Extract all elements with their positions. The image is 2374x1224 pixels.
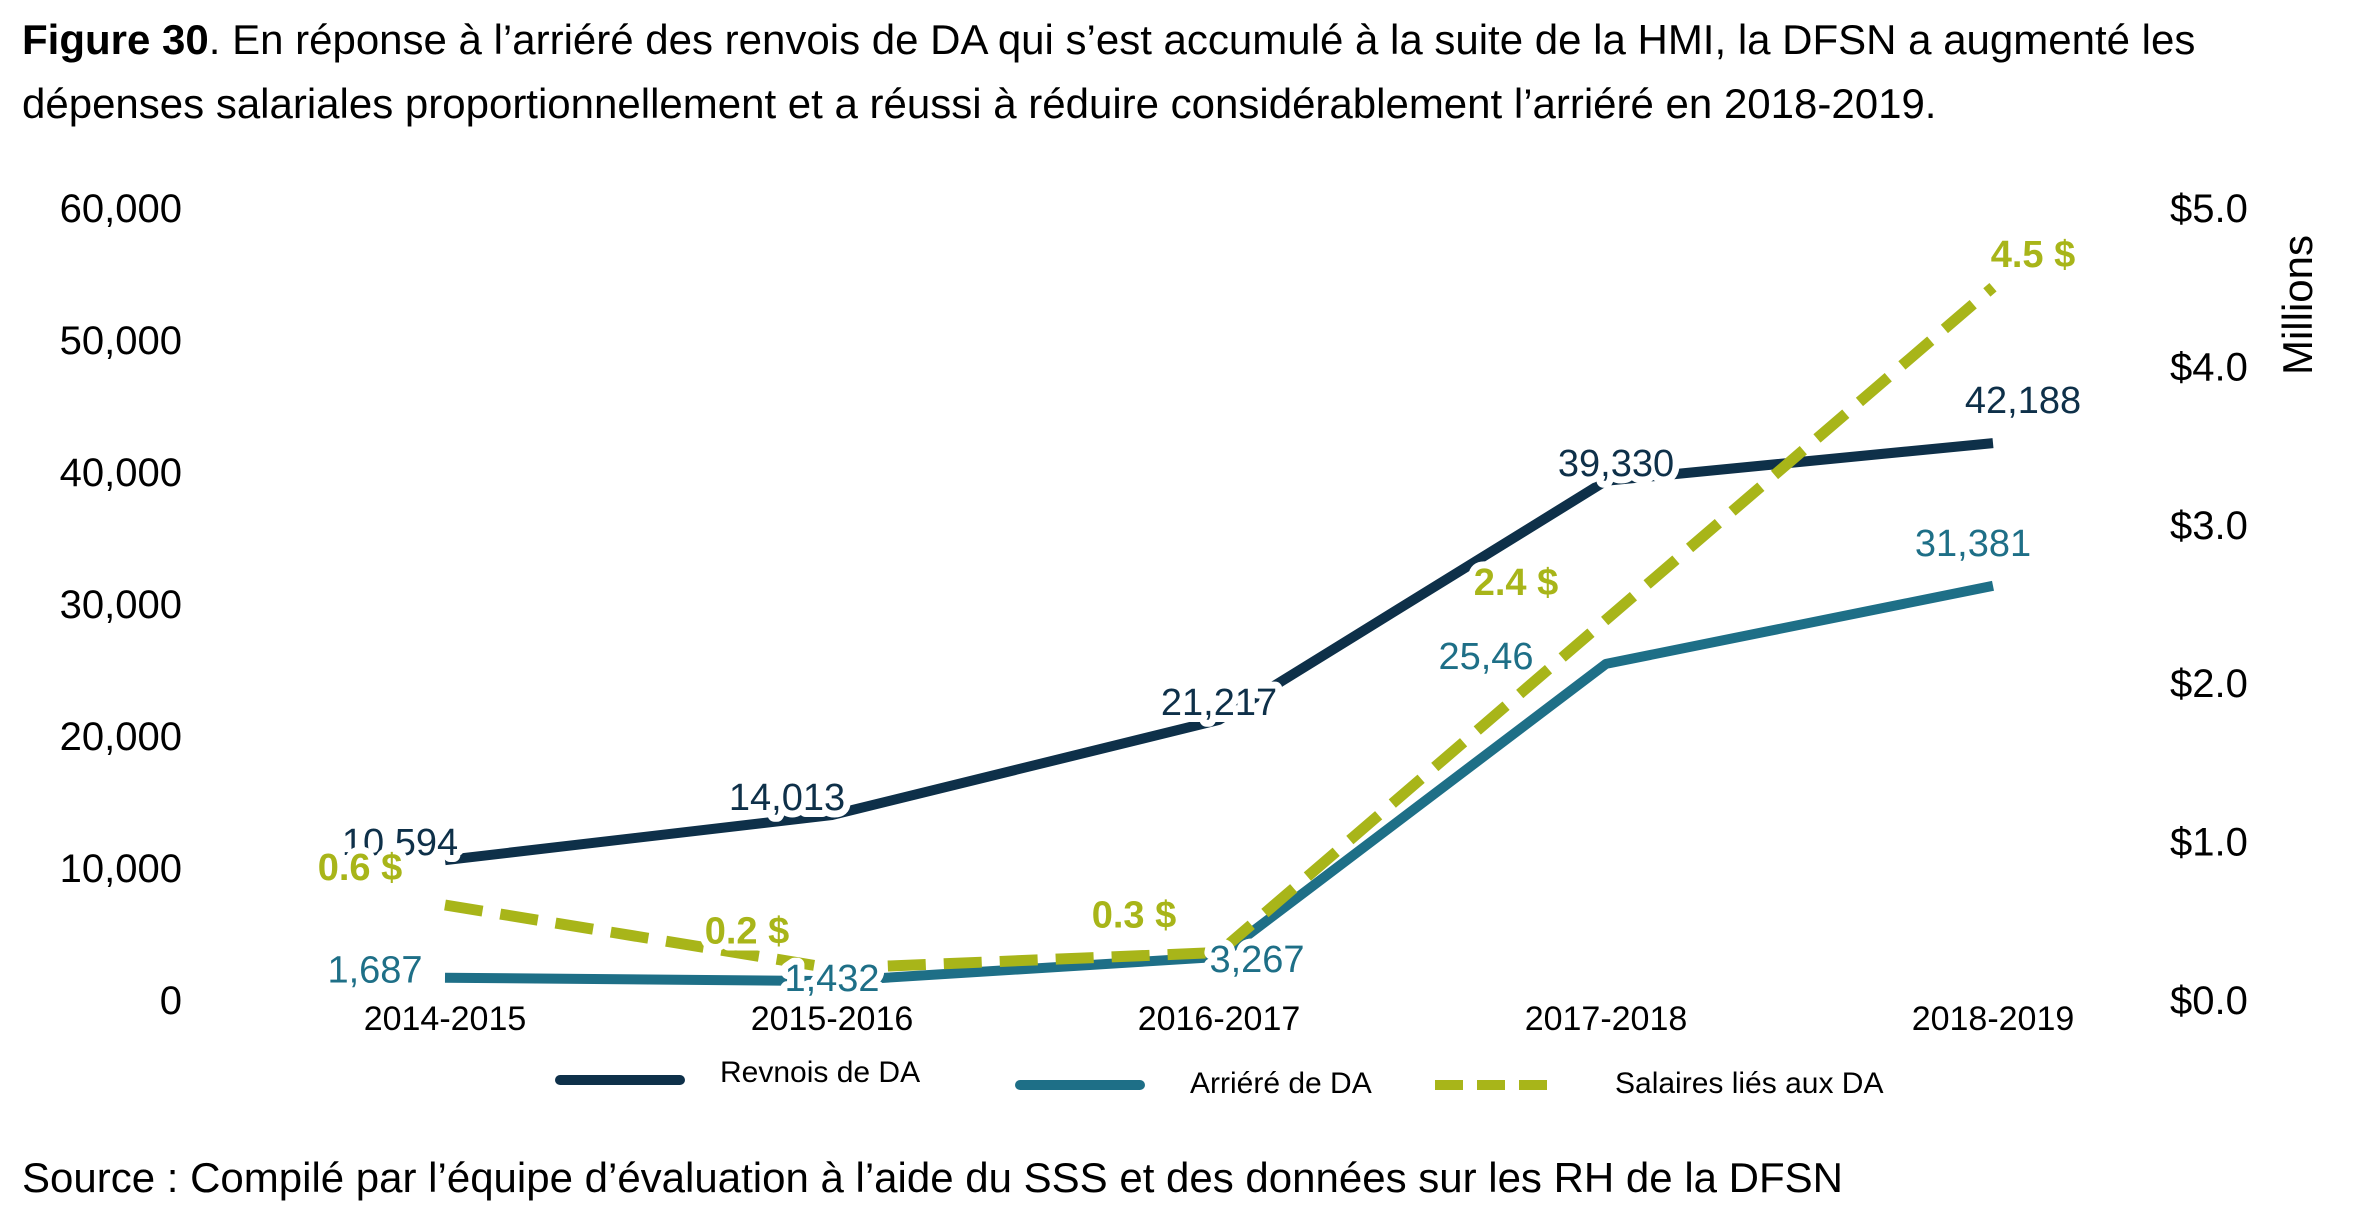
data-label: 0.6 $ [318, 847, 403, 889]
left-axis-ticks: 0 10,000 20,000 30,000 40,000 50,000 60,000 [60, 187, 182, 1023]
data-point [1605, 663, 1607, 665]
left-tick-label: 40,000 [60, 451, 182, 495]
left-tick-label: 20,000 [60, 715, 182, 759]
data-label: 39,330 [1558, 443, 1674, 485]
data-point [1992, 585, 1994, 587]
x-tick-label: 2018-2019 [1912, 1000, 2075, 1038]
data-label: 42,188 [1965, 380, 2081, 422]
legend-label: Salaires liés aux DA [1615, 1067, 1883, 1100]
x-tick-label: 2014-2015 [364, 1000, 527, 1038]
line-chart: 0 10,000 20,000 30,000 40,000 50,000 60,000 $0… [60, 187, 2321, 1100]
data-point [444, 977, 446, 979]
right-tick-label: $5.0 [2170, 187, 2248, 231]
data-label: 21,217 [1161, 682, 1277, 724]
series-lines [444, 283, 1997, 987]
x-tick-label: 2015-2016 [751, 1000, 914, 1038]
data-label: 2.4 $ [1474, 562, 1559, 604]
data-label: 14,013 [729, 777, 845, 819]
data-label: 1,687 [327, 950, 422, 992]
left-tick-label: 0 [160, 979, 182, 1023]
right-tick-label: $4.0 [2170, 345, 2248, 389]
data-label: 0.3 $ [1092, 894, 1177, 936]
right-tick-label: $0.0 [2170, 979, 2248, 1023]
data-label: 4.5 $ [1991, 234, 2076, 276]
data-point [1605, 619, 1607, 621]
data-point [1992, 442, 1994, 444]
x-tick-label: 2017-2018 [1525, 1000, 1688, 1038]
renvois-de-da-line [444, 438, 1994, 866]
left-tick-label: 10,000 [60, 847, 182, 891]
x-tick-label: 2016-2017 [1138, 1000, 1301, 1038]
data-label: 1,432 [784, 958, 879, 1000]
right-tick-label: $2.0 [2170, 662, 2248, 706]
data-labels: 10,594 14,013 21,217 39,330 42,188 1,687 1,432… [311, 227, 2088, 1007]
right-tick-label: $1.0 [2170, 821, 2248, 865]
data-point [444, 904, 446, 906]
data-label: 25,46 [1438, 636, 1533, 678]
data-label: 31,381 [1915, 523, 2031, 565]
figure-label: Figure 30 [22, 16, 209, 63]
left-tick-label: 50,000 [60, 319, 182, 363]
data-label: 0.2 $ [705, 910, 790, 952]
salaires-lies-aux-da-line [444, 283, 1997, 974]
arriere-de-da-line [444, 580, 1994, 987]
left-tick-label: 30,000 [60, 583, 182, 627]
legend-label: Revnois de DA [720, 1056, 920, 1089]
right-axis-ticks: $0.0 $1.0 $2.0 $3.0 $4.0 $5.0 [2170, 187, 2248, 1023]
figure-caption-text: . En réponse à l’arriéré des renvois de … [22, 16, 2196, 127]
legend-label: Arriéré de DA [1190, 1067, 1372, 1100]
right-axis-title: Millions [2274, 235, 2321, 375]
data-label: 10,594 [342, 822, 458, 864]
source-note: Source : Compilé par l’équipe d’évaluati… [22, 1154, 1844, 1201]
legend: Revnois de DA Arriéré de DA Salaires liés … [555, 1056, 1883, 1100]
figure-caption: Figure 30. En réponse à l’arriéré des re… [22, 8, 2362, 136]
data-label: 3,267 [1209, 939, 1304, 981]
left-tick-label: 60,000 [60, 187, 182, 231]
x-axis-ticks: 2014-2015 2015-2016 2016-2017 2017-2018 2018… [364, 1000, 2075, 1038]
right-tick-label: $3.0 [2170, 504, 2248, 548]
data-point [1992, 286, 1994, 288]
